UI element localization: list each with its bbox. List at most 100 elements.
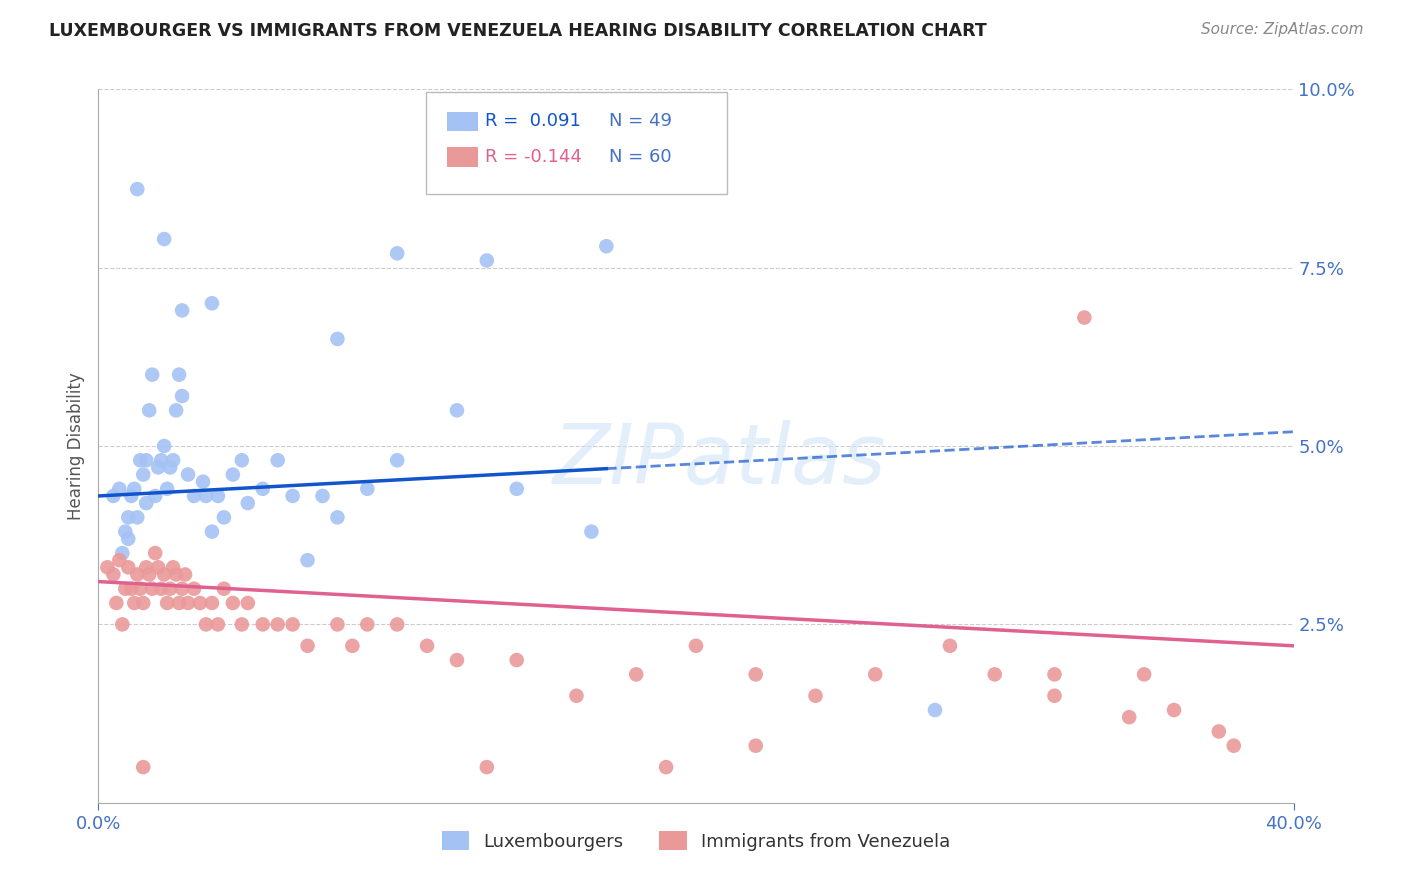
Point <box>201 596 224 610</box>
Point <box>626 667 648 681</box>
Point <box>124 482 146 496</box>
Point <box>297 639 319 653</box>
Point <box>595 239 617 253</box>
Point <box>141 582 163 596</box>
Point <box>162 453 184 467</box>
Point <box>865 667 887 681</box>
Point <box>114 524 136 539</box>
Point <box>1223 739 1246 753</box>
Point <box>231 453 253 467</box>
Point <box>141 368 163 382</box>
Point <box>103 489 125 503</box>
Point <box>1163 703 1185 717</box>
Text: Source: ZipAtlas.com: Source: ZipAtlas.com <box>1201 22 1364 37</box>
Point <box>236 496 259 510</box>
Point <box>252 617 274 632</box>
Point <box>129 582 152 596</box>
Point <box>804 689 827 703</box>
Text: N = 49: N = 49 <box>609 112 672 130</box>
Point <box>939 639 962 653</box>
Point <box>475 253 498 268</box>
Point <box>195 617 218 632</box>
Point <box>581 524 603 539</box>
Point <box>326 617 349 632</box>
Point <box>252 482 274 496</box>
Point <box>356 482 378 496</box>
Point <box>156 482 179 496</box>
Point <box>416 639 439 653</box>
Point <box>267 617 290 632</box>
Point <box>222 467 245 482</box>
Legend: Luxembourgers, Immigrants from Venezuela: Luxembourgers, Immigrants from Venezuela <box>434 824 957 858</box>
Point <box>385 617 409 632</box>
Point <box>111 617 134 632</box>
Point <box>984 667 1007 681</box>
Point <box>148 560 170 574</box>
Point <box>326 332 349 346</box>
Point <box>191 475 214 489</box>
Point <box>201 524 224 539</box>
Point <box>174 567 197 582</box>
Point <box>138 567 160 582</box>
Point <box>1208 724 1230 739</box>
Point <box>356 617 378 632</box>
Point <box>297 553 319 567</box>
Text: N = 60: N = 60 <box>609 148 672 166</box>
Point <box>159 460 181 475</box>
Point <box>143 546 166 560</box>
Point <box>446 403 468 417</box>
Point <box>156 596 179 610</box>
Point <box>311 489 333 503</box>
Point <box>153 232 176 246</box>
Text: R = -0.144: R = -0.144 <box>485 148 582 166</box>
Point <box>475 760 498 774</box>
Point <box>201 296 224 310</box>
Point <box>183 489 205 503</box>
Point <box>183 582 205 596</box>
Point <box>132 467 155 482</box>
Point <box>195 489 218 503</box>
Point <box>172 303 194 318</box>
Point <box>127 510 149 524</box>
Point <box>138 403 160 417</box>
Point <box>326 510 349 524</box>
Point <box>148 460 170 475</box>
Point <box>117 532 139 546</box>
Point <box>1073 310 1095 325</box>
Text: LUXEMBOURGER VS IMMIGRANTS FROM VENEZUELA HEARING DISABILITY CORRELATION CHART: LUXEMBOURGER VS IMMIGRANTS FROM VENEZUEL… <box>49 22 987 40</box>
Point <box>117 510 139 524</box>
Point <box>111 546 134 560</box>
Point <box>267 453 290 467</box>
Point <box>281 617 304 632</box>
Y-axis label: Hearing Disability: Hearing Disability <box>66 372 84 520</box>
Point <box>172 582 194 596</box>
Point <box>165 567 187 582</box>
Point <box>167 368 190 382</box>
Point <box>127 567 149 582</box>
Point <box>135 453 157 467</box>
Point <box>108 553 131 567</box>
Text: R =  0.091: R = 0.091 <box>485 112 581 130</box>
Point <box>177 467 200 482</box>
Text: ZIPatlas: ZIPatlas <box>553 420 887 500</box>
Point <box>135 560 157 574</box>
Point <box>153 567 176 582</box>
Point <box>162 560 184 574</box>
Point <box>212 510 235 524</box>
Point <box>96 560 118 574</box>
Point <box>167 596 190 610</box>
Point <box>105 596 128 610</box>
Point <box>153 439 176 453</box>
Point <box>1043 689 1066 703</box>
Point <box>342 639 364 653</box>
Point <box>685 639 707 653</box>
Point <box>385 453 409 467</box>
Point <box>177 596 200 610</box>
Point <box>231 617 253 632</box>
Point <box>212 582 235 596</box>
Point <box>129 453 152 467</box>
Point <box>132 760 155 774</box>
Point <box>506 482 529 496</box>
Point <box>188 596 211 610</box>
Point <box>506 653 529 667</box>
